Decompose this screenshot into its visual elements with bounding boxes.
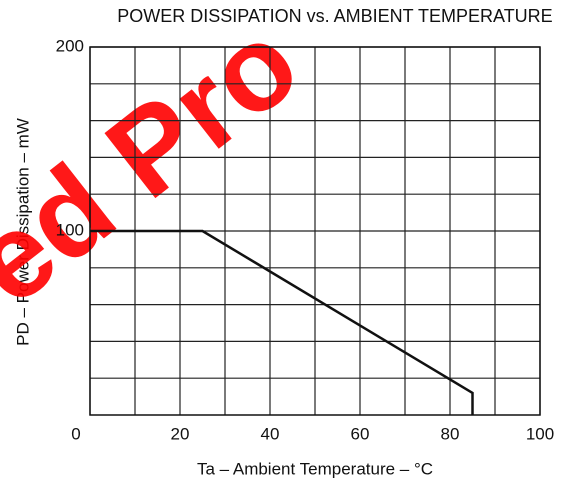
y-tick-label: 100 (56, 220, 84, 239)
x-tick-label: 40 (261, 424, 280, 443)
x-tick-label: 60 (351, 424, 370, 443)
x-tick-label: 80 (441, 424, 460, 443)
x-tick-label: 100 (526, 424, 554, 443)
chart-title: POWER DISSIPATION vs. AMBIENT TEMPERATUR… (117, 6, 552, 26)
x-axis-label: Ta – Ambient Temperature – °C (197, 459, 433, 478)
watermark: ed Pro (0, 0, 323, 330)
x-tick-label: 20 (171, 424, 190, 443)
y-tick-label: 200 (56, 36, 84, 55)
x-tick-label: 0 (71, 424, 80, 443)
data-line (90, 229, 474, 415)
y-axis-label: PD – Power Dissipation – mW (13, 118, 32, 346)
